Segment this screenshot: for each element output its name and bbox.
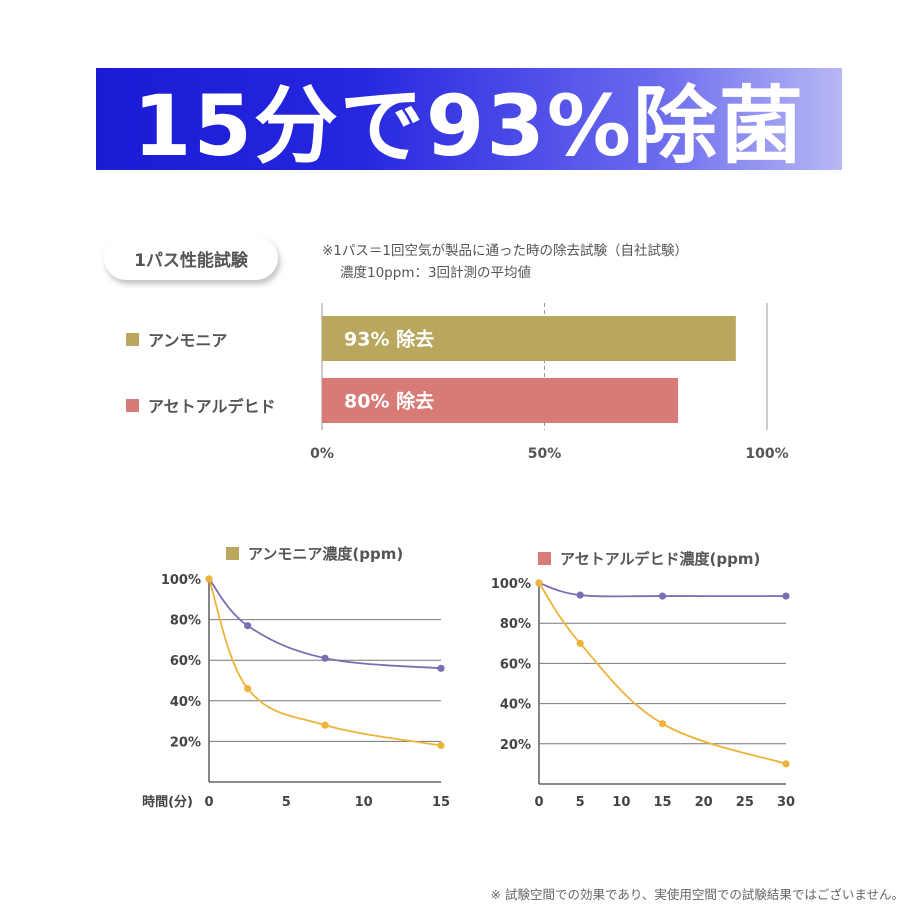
- legend-acetaldehyde-swatch: [126, 398, 139, 412]
- line-chart-2-y-tick-1: 40%: [500, 698, 531, 713]
- legend-acetaldehyde-concentration-swatch: [538, 552, 551, 565]
- line-chart-1-series-yellow-point-2: [321, 721, 329, 729]
- line-chart-1-x-tick-3: 15: [432, 795, 450, 810]
- note-line-1: ※1パス＝1回空気が製品に通った時の除去試験（自社試験）: [322, 243, 688, 259]
- note-line-2: 濃度10ppm：3回計測の平均値: [340, 265, 532, 281]
- line-chart-1-series-yellow-line: [208, 578, 442, 747]
- legend-ammonia-concentration: アンモニア濃度(ppm): [226, 543, 403, 564]
- bar-tick-label-2: 100%: [745, 446, 788, 462]
- line-chart-2-series-yellow-point-2: [658, 720, 667, 728]
- line-chart-1-x-label: 時間(分): [142, 794, 193, 810]
- line-chart-1-x-tick-2: 10: [355, 795, 373, 810]
- line-chart-1-x-tick-0: 0: [204, 795, 213, 810]
- title-banner: 15分で93%除菌: [96, 68, 842, 175]
- line-chart-1-series-purple-point-1: [244, 622, 252, 630]
- bar-0: [322, 316, 736, 361]
- legend-acetaldehyde: アセトアルデヒド: [126, 393, 276, 417]
- line-chart-2-y-tick-2: 60%: [500, 657, 531, 672]
- line-chart-1-series-yellow-point-3: [437, 741, 445, 750]
- line-chart-1-y-tick-2: 60%: [170, 654, 201, 669]
- line-chart-1-y-tick-3: 80%: [170, 614, 201, 629]
- line-chart-2-series-purple-point-2: [658, 592, 667, 600]
- line-chart-1-series-yellow-point-0: [205, 575, 213, 583]
- line-chart-2-y-tick-0: 20%: [500, 738, 531, 753]
- line-chart-1-x-tick-1: 5: [282, 795, 291, 810]
- legend-ammonia-label: アンモニア: [148, 331, 228, 350]
- bar-tick-label-0: 0%: [310, 446, 334, 462]
- bar-1: [322, 378, 678, 423]
- acetaldehyde-chart-title: アセトアルデヒド濃度(ppm): [560, 550, 761, 568]
- line-chart-2-series-purple-point-1: [576, 591, 584, 599]
- line-chart-2-x-tick-1: 5: [576, 795, 585, 810]
- line-chart-2-series-yellow-line: [538, 582, 787, 765]
- line-chart-1-series-purple-point-2: [321, 654, 329, 662]
- line-chart-1-series-yellow-point-1: [244, 685, 252, 693]
- line-chart-2-series-yellow-point-0: [535, 579, 543, 587]
- line-chart-1-y-tick-4: 100%: [161, 573, 201, 588]
- line-chart-2-series-yellow-point-3: [782, 760, 790, 768]
- legend-ammonia-swatch: [126, 332, 139, 346]
- banner-title: 15分で93%除菌: [133, 76, 805, 175]
- legend-acetaldehyde-label: アセトアルデヒド: [148, 397, 276, 416]
- legend-ammonia: アンモニア: [126, 327, 227, 351]
- line-chart-2-x-tick-5: 25: [736, 795, 754, 810]
- bar-data-label-1: 80% 除去: [344, 390, 434, 413]
- line-chart-2-y-tick-3: 80%: [500, 617, 531, 632]
- line-chart-2-x-tick-6: 30: [777, 795, 795, 810]
- line-chart-2-x-tick-2: 10: [612, 795, 630, 810]
- line-chart-2-x-tick-4: 20: [695, 795, 713, 810]
- legend-ammonia-concentration-swatch: [226, 547, 239, 560]
- test-notes: ※1パス＝1回空気が製品に通った時の除去試験（自社試験） 濃度10ppm：3回計…: [322, 240, 688, 284]
- line-chart-2-x-tick-3: 15: [653, 795, 671, 810]
- line-chart-1-y-tick-0: 20%: [170, 735, 201, 750]
- line-chart-2-series-yellow-point-1: [576, 639, 584, 647]
- line-chart-2-y-tick-4: 100%: [491, 577, 531, 592]
- bar-tick-label-1: 50%: [528, 446, 562, 462]
- line-chart-2-series-purple-point-3: [782, 592, 790, 600]
- ammonia-chart-title: アンモニア濃度(ppm): [248, 545, 404, 563]
- line-chart-1-y-tick-1: 40%: [170, 695, 201, 710]
- line-chart-2-series-purple-line: [538, 582, 787, 598]
- bar-data-label-0: 93% 除去: [344, 328, 434, 351]
- line-chart-1-series-purple-point-3: [437, 664, 445, 672]
- line-chart-2-x-tick-0: 0: [534, 795, 543, 810]
- legend-acetaldehyde-concentration: アセトアルデヒド濃度(ppm): [538, 548, 760, 569]
- line-chart-1-series-purple-line: [208, 578, 442, 670]
- test-label-pill: 1パス性能試験: [104, 236, 278, 280]
- footer-disclaimer: ※ 試験空間での効果であり、実使用空間での試験結果ではございません。: [490, 887, 904, 902]
